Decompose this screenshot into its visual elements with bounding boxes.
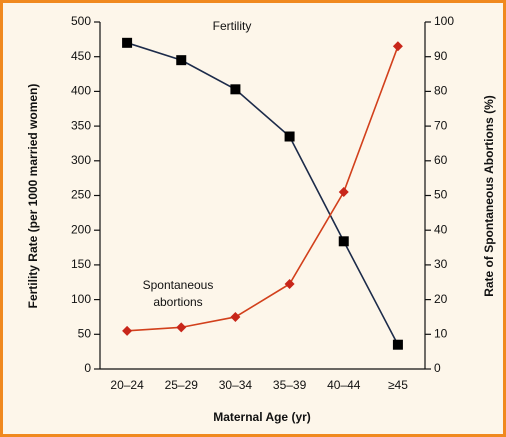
marker [230, 311, 241, 322]
x-tick-label: 30–34 [219, 378, 253, 392]
marker [338, 236, 349, 247]
y2-tick-label: 30 [434, 257, 448, 271]
marker [176, 55, 187, 66]
marker [338, 187, 349, 198]
y-tick-label: 450 [71, 49, 91, 63]
series-label: Spontaneous abortions [143, 278, 214, 309]
y-tick-label: 200 [71, 222, 91, 236]
y2-tick-label: 70 [434, 118, 448, 132]
y-tick-label: 400 [71, 84, 91, 98]
y-tick-label: 150 [71, 257, 91, 271]
x-tick-label: 40–44 [327, 378, 361, 392]
y-axis-title: Fertility Rate (per 1000 married women) [26, 84, 40, 309]
x-tick-label: ≥45 [388, 378, 408, 392]
x-tick-label: 25–29 [165, 378, 199, 392]
y-tick-label: 350 [71, 118, 91, 132]
x-tick-label: 35–39 [273, 378, 307, 392]
y-tick-label: 500 [71, 14, 91, 28]
y2-tick-label: 90 [434, 49, 448, 63]
y2-tick-label: 60 [434, 153, 448, 167]
series-line [127, 46, 399, 332]
y-tick-label: 250 [71, 188, 91, 202]
series-label: Fertility [213, 19, 252, 33]
marker [392, 339, 403, 350]
x-tick-label: 20–24 [110, 378, 144, 392]
y2-tick-label: 50 [434, 188, 448, 202]
marker [122, 37, 133, 48]
marker [230, 84, 241, 95]
y-tick-label: 300 [71, 153, 91, 167]
y2-axis-title: Rate of Spontaneous Abortions (%) [482, 95, 496, 297]
marker [122, 325, 133, 336]
series-line [126, 42, 399, 346]
y-tick-label: 50 [78, 326, 92, 340]
y2-tick-label: 20 [434, 292, 448, 306]
y-tick-label: 0 [84, 361, 91, 375]
marker [284, 131, 295, 142]
y-tick-label: 100 [71, 292, 91, 306]
marker [284, 278, 295, 289]
marker [176, 322, 187, 333]
y2-tick-label: 100 [434, 14, 454, 28]
y2-tick-label: 0 [434, 361, 441, 375]
marker [392, 41, 403, 52]
y2-tick-label: 80 [434, 84, 448, 98]
y2-tick-label: 10 [434, 326, 448, 340]
y2-tick-label: 40 [434, 222, 448, 236]
x-axis-title: Maternal Age (yr) [213, 410, 311, 424]
